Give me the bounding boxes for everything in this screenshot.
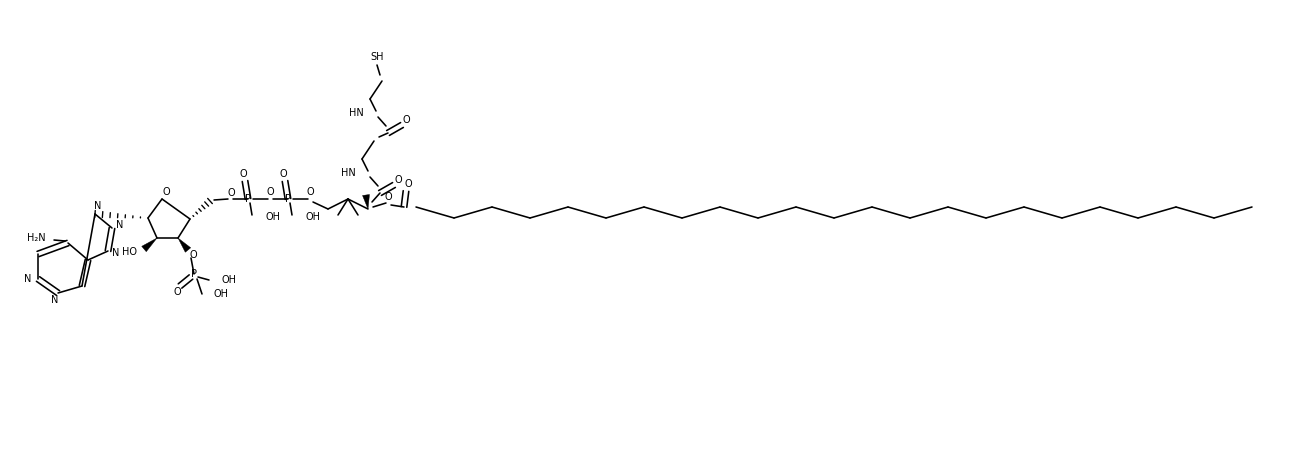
Text: O: O (189, 250, 196, 260)
Text: O: O (394, 175, 402, 185)
Text: P: P (191, 269, 196, 279)
Text: N: N (116, 220, 124, 230)
Text: H₂N: H₂N (27, 233, 46, 243)
Text: O: O (384, 192, 392, 202)
Text: N: N (23, 274, 31, 284)
Text: O: O (402, 115, 410, 125)
Polygon shape (363, 194, 369, 209)
Polygon shape (178, 238, 191, 252)
Text: HN: HN (349, 108, 364, 118)
Text: OH: OH (221, 275, 235, 285)
Text: OH: OH (265, 212, 281, 222)
Text: N: N (112, 248, 120, 258)
Text: O: O (173, 287, 181, 297)
Text: P: P (245, 194, 251, 204)
Polygon shape (142, 238, 157, 252)
Text: O: O (228, 188, 234, 198)
Text: N: N (94, 201, 101, 211)
Text: O: O (163, 187, 170, 197)
Text: OH: OH (213, 289, 229, 299)
Text: SH: SH (371, 52, 384, 62)
Text: P: P (285, 194, 291, 204)
Text: O: O (306, 187, 314, 197)
Text: O: O (267, 187, 273, 197)
Text: OH: OH (306, 212, 321, 222)
Text: O: O (280, 169, 286, 179)
Text: O: O (405, 179, 412, 189)
Text: HN: HN (341, 168, 356, 178)
Text: O: O (239, 169, 247, 179)
Text: HO: HO (122, 247, 137, 257)
Text: N: N (51, 295, 59, 305)
